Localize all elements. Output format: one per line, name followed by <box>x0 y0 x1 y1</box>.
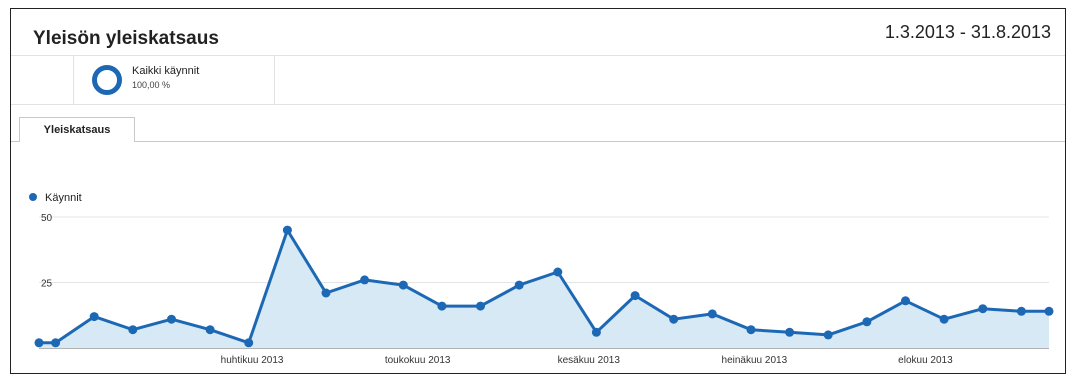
segment-percent: 100,00 % <box>132 80 171 90</box>
data-point <box>89 312 99 322</box>
segment-all-visits[interactable]: Kaikki käynnit 100,00 % <box>73 56 275 104</box>
chart-legend[interactable]: Käynnit <box>29 192 82 204</box>
segment-donut-icon <box>92 65 122 95</box>
x-tick-label: toukokuu 2013 <box>385 355 451 366</box>
legend-series-label: Käynnit <box>45 192 82 204</box>
data-point <box>939 314 949 324</box>
data-point <box>205 325 215 335</box>
data-point <box>51 338 61 348</box>
segment-name: Kaikki käynnit <box>132 65 200 77</box>
data-point <box>553 267 563 277</box>
data-point <box>591 327 601 337</box>
series-line <box>39 228 1049 345</box>
legend-marker <box>29 193 37 201</box>
tab-overview[interactable]: Yleiskatsaus <box>19 117 135 142</box>
date-range-selector[interactable]: 1.3.2013 - 31.8.2013 <box>884 22 1051 42</box>
segment-bar: Kaikki käynnit 100,00 % <box>11 55 1065 105</box>
data-point <box>128 325 138 335</box>
y-tick-label: 50 <box>41 213 53 224</box>
data-point <box>244 338 254 348</box>
x-tick-label: kesäkuu 2013 <box>558 355 621 366</box>
data-point <box>167 314 176 324</box>
data-point <box>1044 306 1054 316</box>
data-point <box>1016 306 1026 316</box>
data-point <box>514 280 524 290</box>
data-point <box>746 325 756 335</box>
audience-overview-panel: Yleisön yleiskatsaus 1.3.2013 - 31.8.201… <box>10 8 1066 374</box>
data-point <box>901 296 910 306</box>
data-point <box>476 301 485 311</box>
data-point <box>823 330 833 340</box>
data-point <box>669 314 679 324</box>
x-tick-label: elokuu 2013 <box>898 355 953 366</box>
data-point <box>282 225 292 235</box>
x-tick-label: heinäkuu 2013 <box>722 355 788 366</box>
data-point <box>34 338 44 348</box>
tab-divider <box>11 141 1065 142</box>
data-point <box>437 301 447 311</box>
data-point <box>360 275 370 285</box>
data-point <box>398 280 408 290</box>
x-tick-label: huhtikuu 2013 <box>221 355 284 366</box>
data-point <box>785 327 795 337</box>
y-tick-label: 25 <box>41 279 53 290</box>
data-point <box>321 288 331 298</box>
data-point <box>978 304 988 314</box>
data-point <box>630 291 640 301</box>
data-point <box>707 309 717 319</box>
page-title: Yleisön yleiskatsaus <box>33 28 219 49</box>
series-area-fill <box>39 230 1049 348</box>
visits-chart: 25 50 huhtikuu 2013 toukokuu 2013 kesäkuu 20… <box>34 213 1054 366</box>
data-point <box>862 317 872 327</box>
